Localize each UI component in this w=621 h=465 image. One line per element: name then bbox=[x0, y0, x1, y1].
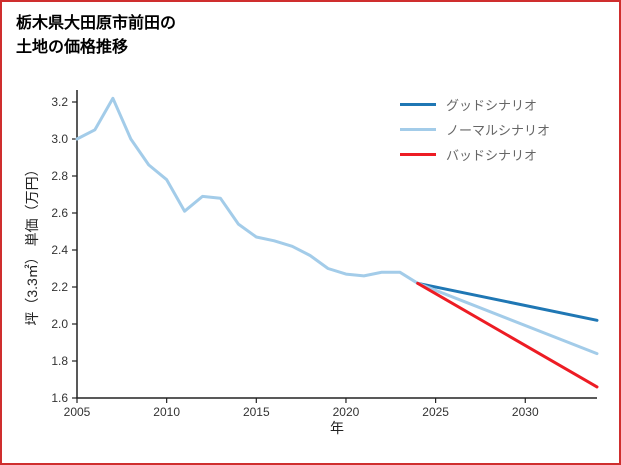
svg-text:1.6: 1.6 bbox=[51, 391, 68, 405]
svg-text:2.0: 2.0 bbox=[51, 317, 68, 331]
page-title-line-2: 土地の価格推移 bbox=[16, 39, 129, 56]
x-axis-label: 年 bbox=[330, 420, 344, 436]
svg-text:2.4: 2.4 bbox=[51, 243, 68, 257]
legend-item-normal-scenario[interactable]: ノーマルシナリオ bbox=[400, 117, 550, 142]
svg-text:3.0: 3.0 bbox=[51, 132, 68, 146]
svg-text:2030: 2030 bbox=[512, 405, 539, 419]
svg-text:2010: 2010 bbox=[153, 405, 180, 419]
svg-text:1.8: 1.8 bbox=[51, 354, 68, 368]
svg-text:2015: 2015 bbox=[243, 405, 270, 419]
page-title-line-1: 栃木県大田原市前田の bbox=[16, 15, 177, 32]
svg-text:2.6: 2.6 bbox=[51, 206, 68, 220]
svg-text:2.8: 2.8 bbox=[51, 169, 68, 183]
svg-text:2005: 2005 bbox=[64, 405, 91, 419]
bad-scenario-line-swatch bbox=[400, 153, 436, 156]
legend-label-good-scenario: グッドシナリオ bbox=[446, 98, 538, 113]
svg-text:2020: 2020 bbox=[333, 405, 360, 419]
good-scenario-line-swatch bbox=[400, 103, 436, 106]
svg-text:3.2: 3.2 bbox=[51, 95, 68, 109]
normal-scenario-line-swatch bbox=[400, 128, 436, 131]
legend-item-bad-scenario[interactable]: バッドシナリオ bbox=[400, 142, 550, 167]
legend-item-good-scenario[interactable]: グッドシナリオ bbox=[400, 92, 550, 117]
page-title: 栃木県大田原市前田の 土地の価格推移 bbox=[16, 12, 176, 60]
legend: グッドシナリオ ノーマルシナリオ バッドシナリオ bbox=[400, 92, 550, 167]
legend-label-bad-scenario: バッドシナリオ bbox=[446, 148, 538, 163]
y-axis-label: 坪（3.3㎡） 単価（万円） bbox=[24, 162, 40, 326]
legend-label-normal-scenario: ノーマルシナリオ bbox=[446, 123, 551, 138]
svg-text:2025: 2025 bbox=[422, 405, 449, 419]
svg-text:2.2: 2.2 bbox=[51, 280, 68, 294]
